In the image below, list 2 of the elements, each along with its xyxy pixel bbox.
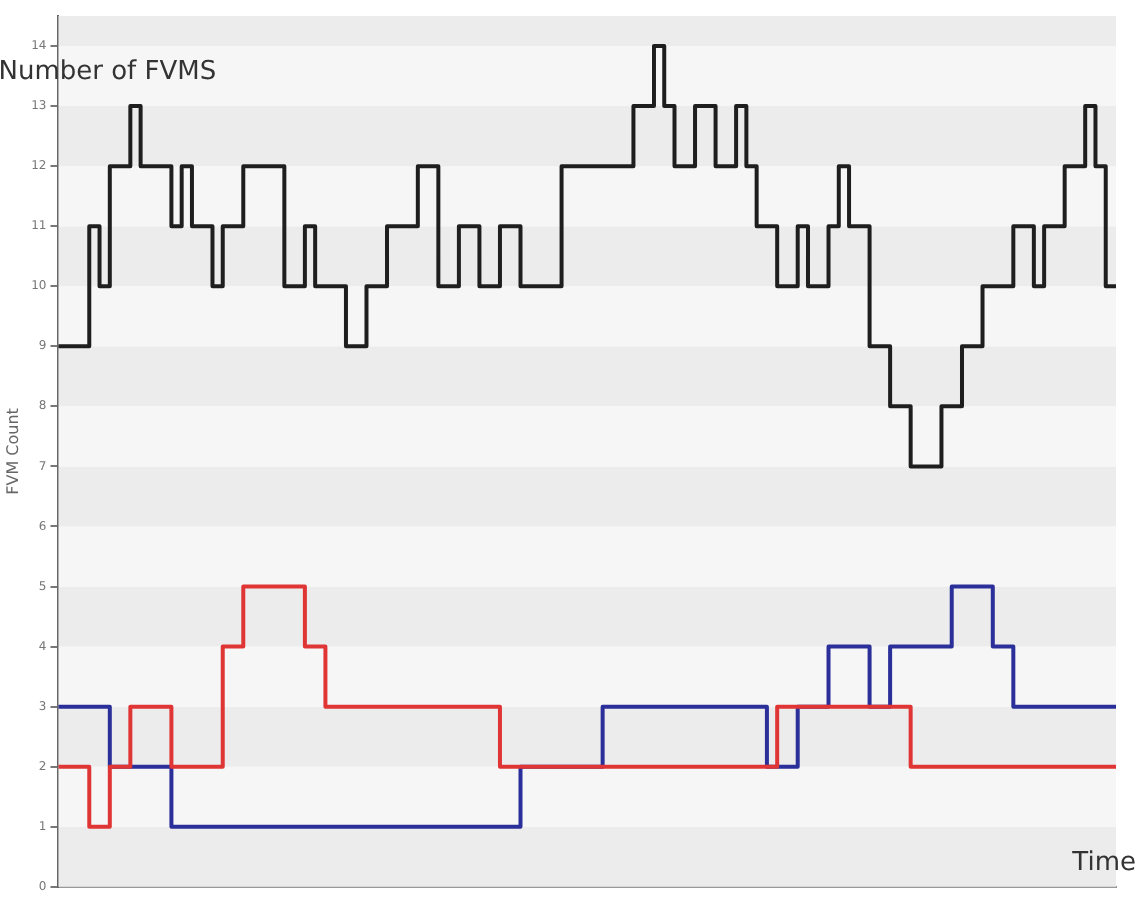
x-axis-title: Time [1070, 847, 1136, 878]
y-axis-title: FVM Count [3, 408, 22, 495]
